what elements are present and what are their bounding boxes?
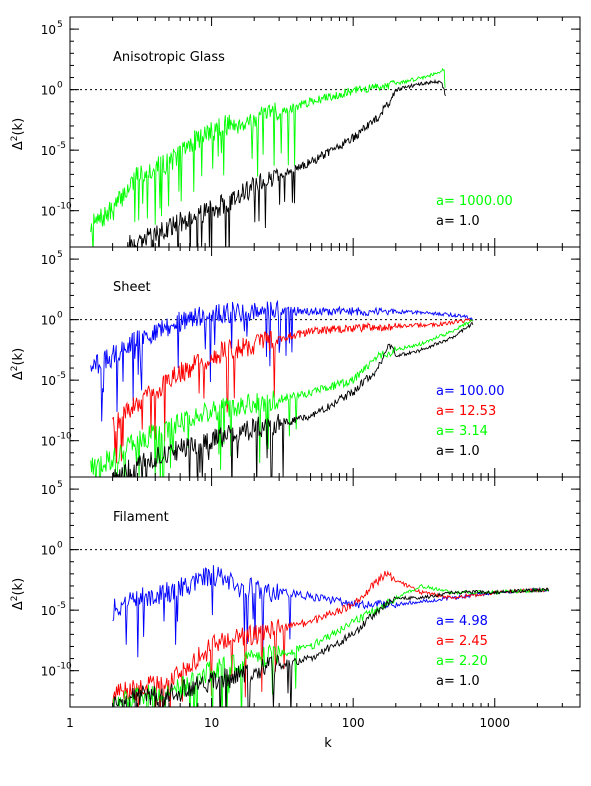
x-axis-label: k <box>324 736 332 751</box>
legend-value: 1.0 <box>459 214 480 229</box>
legend-entry: a= 1000.00 <box>436 194 513 209</box>
series-line-1 <box>90 299 474 422</box>
legend-label: a= <box>436 614 459 629</box>
y-tick-exponent: 0 <box>57 541 63 551</box>
legend-label: a= <box>436 214 459 229</box>
y-tick-exponent: 5 <box>57 20 63 30</box>
y-tick-label: 10 <box>41 604 56 618</box>
legend-label: a= <box>436 194 459 209</box>
y-axis-label-sup: 2 <box>10 136 20 142</box>
legend-label: a= <box>436 654 459 669</box>
legend-value: 2.45 <box>459 634 488 649</box>
y-tick-exponent: 0 <box>57 311 63 321</box>
series-line-3 <box>112 583 549 707</box>
y-tick-label: 10 <box>41 23 56 37</box>
panel-title: Filament <box>113 510 169 525</box>
legend-entry: a= 1.0 <box>436 444 480 459</box>
x-tick-label: 1 <box>66 716 74 730</box>
legend-entry: a= 2.20 <box>436 654 488 669</box>
legend-label: a= <box>436 634 459 649</box>
panel-title: Sheet <box>113 280 151 295</box>
legend-entry: a= 4.98 <box>436 614 488 629</box>
legend-label: a= <box>436 424 459 439</box>
y-axis-label-sup: 2 <box>10 366 20 372</box>
series-line-3 <box>90 319 474 477</box>
y-tick-exponent: -5 <box>57 371 66 381</box>
y-axis-label-main: Δ <box>11 601 26 610</box>
legend-value: 12.53 <box>459 404 496 419</box>
legend-label: a= <box>436 444 459 459</box>
series-line-2 <box>127 78 447 247</box>
panel-title: Anisotropic Glass <box>113 50 225 65</box>
legend-label: a= <box>436 384 459 399</box>
x-tick-label: 10 <box>204 716 219 730</box>
legend-entry: a= 3.14 <box>436 424 488 439</box>
legend-value: 100.00 <box>459 384 505 399</box>
series-group <box>90 299 474 477</box>
series-line-4 <box>112 321 474 477</box>
y-tick-label: 10 <box>41 665 56 679</box>
y-tick-exponent: -5 <box>57 141 66 151</box>
y-tick-label: 10 <box>41 544 56 558</box>
legend-entry: a= 1.0 <box>436 674 480 689</box>
y-tick-exponent: -10 <box>57 432 72 442</box>
y-axis-label-tail: (k) <box>11 348 26 366</box>
legend-entry: a= 12.53 <box>436 404 496 419</box>
legend-value: 1.0 <box>459 674 480 689</box>
legend-value: 3.14 <box>459 424 488 439</box>
legend-value: 2.20 <box>459 654 488 669</box>
legend-value: 1.0 <box>459 444 480 459</box>
legend-label: a= <box>436 404 459 419</box>
series-line-4 <box>113 586 550 707</box>
y-tick-label: 10 <box>41 84 56 98</box>
y-tick-label: 10 <box>41 483 56 497</box>
legend-entry: a= 100.00 <box>436 384 505 399</box>
y-tick-exponent: 5 <box>57 480 63 490</box>
series-line-2 <box>112 318 474 464</box>
legend-entry: a= 2.45 <box>436 634 488 649</box>
x-tick-label: 1000 <box>479 716 510 730</box>
y-tick-label: 10 <box>41 144 56 158</box>
legend-value: 1000.00 <box>459 194 513 209</box>
legend-entry: a= 1.0 <box>436 214 480 229</box>
y-axis-label-sup: 2 <box>10 596 20 602</box>
y-axis-label: Δ2(k) <box>10 348 26 380</box>
y-tick-label: 10 <box>41 374 56 388</box>
y-tick-exponent: 5 <box>57 250 63 260</box>
y-tick-exponent: -10 <box>57 202 72 212</box>
y-tick-label: 10 <box>41 435 56 449</box>
y-tick-label: 10 <box>41 253 56 267</box>
y-axis-label: Δ2(k) <box>10 578 26 610</box>
series-line-1 <box>90 67 446 247</box>
x-tick-label: 100 <box>342 716 365 730</box>
y-axis-label-main: Δ <box>11 371 26 380</box>
y-axis-label-tail: (k) <box>11 118 26 136</box>
series-group <box>112 565 550 707</box>
series-group <box>90 67 447 247</box>
y-tick-label: 10 <box>41 314 56 328</box>
y-axis-label: Δ2(k) <box>10 118 26 150</box>
y-axis-label-tail: (k) <box>11 578 26 596</box>
y-tick-exponent: -10 <box>57 662 72 672</box>
legend-label: a= <box>436 674 459 689</box>
series-line-2 <box>112 570 549 707</box>
y-tick-exponent: -5 <box>57 601 66 611</box>
legend-value: 4.98 <box>459 614 488 629</box>
y-tick-exponent: 0 <box>57 81 63 91</box>
y-tick-label: 10 <box>41 205 56 219</box>
y-axis-label-main: Δ <box>11 141 26 150</box>
plot-frame <box>69 476 581 708</box>
